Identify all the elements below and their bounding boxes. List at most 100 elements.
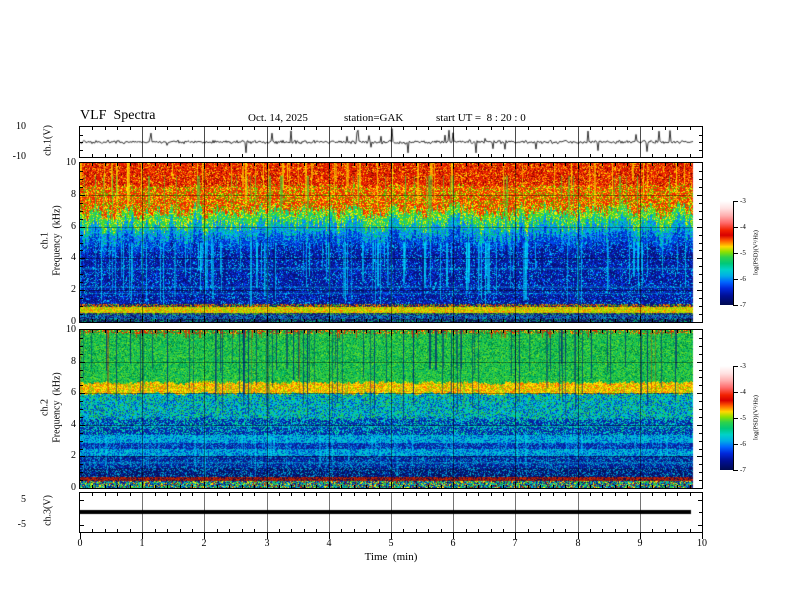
ch3-voltage-ylabel: ch.3(V)	[42, 495, 54, 526]
tick-mark	[130, 485, 131, 488]
tick-mark	[590, 154, 591, 157]
tick-mark	[733, 253, 738, 254]
tick-mark	[503, 154, 504, 157]
gridline	[391, 127, 392, 157]
tick-mark	[379, 163, 380, 166]
tick-mark	[491, 163, 492, 166]
tick-mark	[192, 485, 193, 488]
gridline	[204, 493, 205, 532]
tick-mark	[204, 482, 205, 488]
tick-mark	[640, 316, 641, 322]
tick-mark	[242, 154, 243, 157]
gridline	[267, 330, 268, 488]
station-label: station=GAK	[344, 112, 404, 124]
tick-mark	[117, 163, 118, 166]
tick-mark	[354, 493, 355, 496]
tick-mark	[503, 330, 504, 333]
tick-mark	[254, 493, 255, 496]
tick-mark	[354, 330, 355, 333]
tick-mark	[615, 319, 616, 322]
gridline	[578, 493, 579, 532]
tick-mark	[590, 485, 591, 488]
tick-mark	[291, 485, 292, 488]
tick-mark	[699, 354, 702, 355]
tick-mark	[565, 163, 566, 166]
tick-mark	[690, 485, 691, 488]
tick-mark	[503, 163, 504, 166]
tick-mark	[698, 500, 702, 501]
tick-mark	[80, 525, 84, 526]
tick-mark	[92, 319, 93, 322]
tick-mark	[627, 163, 628, 166]
tick-mark	[540, 529, 541, 532]
gridline	[80, 362, 693, 363]
tick-mark	[204, 163, 205, 169]
tick-mark	[379, 319, 380, 322]
y-tick-label: 2	[71, 450, 76, 461]
tick-mark	[428, 163, 429, 166]
tick-mark	[192, 493, 193, 496]
tick-mark	[677, 163, 678, 166]
tick-mark	[540, 319, 541, 322]
tick-mark	[192, 154, 193, 157]
tick-mark	[142, 482, 143, 488]
tick-mark	[217, 529, 218, 532]
tick-mark	[229, 127, 230, 130]
tick-mark	[80, 433, 83, 434]
tick-mark	[699, 306, 702, 307]
tick-mark	[279, 529, 280, 532]
tick-mark	[699, 187, 702, 188]
tick-mark	[204, 330, 205, 336]
tick-mark	[416, 529, 417, 532]
tick-mark	[602, 485, 603, 488]
tick-mark	[441, 529, 442, 532]
tick-mark	[217, 127, 218, 130]
page-title: VLF Spectra	[80, 108, 156, 123]
tick-mark	[379, 330, 380, 333]
tick-mark	[615, 485, 616, 488]
tick-mark	[652, 493, 653, 496]
gridline	[391, 330, 392, 488]
gridline	[142, 493, 143, 532]
y-tick-label: 4	[71, 252, 76, 263]
tick-mark	[453, 482, 454, 488]
tick-mark	[733, 470, 738, 471]
tick-mark	[665, 493, 666, 496]
tick-mark	[229, 485, 230, 488]
x-tick-label: 7	[512, 538, 518, 549]
tick-mark	[697, 195, 702, 196]
tick-mark	[677, 319, 678, 322]
tick-mark	[117, 154, 118, 157]
x-tick-label: 1	[139, 538, 145, 549]
x-tick-label: 4	[326, 538, 332, 549]
tick-mark	[391, 330, 392, 336]
tick-mark	[403, 127, 404, 130]
tick-mark	[379, 529, 380, 532]
tick-mark	[279, 319, 280, 322]
y-tick-label: 2	[71, 284, 76, 295]
tick-mark	[291, 319, 292, 322]
tick-mark	[565, 485, 566, 488]
tick-mark	[341, 127, 342, 130]
colorbar-ch1	[720, 201, 733, 305]
tick-mark	[428, 529, 429, 532]
tick-mark	[441, 485, 442, 488]
spec1-channel-label: ch.1	[39, 232, 51, 249]
gridline	[204, 127, 205, 157]
gridline	[80, 227, 693, 228]
tick-mark	[665, 154, 666, 157]
tick-mark	[699, 243, 702, 244]
tick-mark	[105, 493, 106, 496]
tick-mark	[155, 127, 156, 130]
gridline	[80, 425, 693, 426]
tick-mark	[565, 529, 566, 532]
tick-mark	[80, 314, 83, 315]
tick-mark	[105, 163, 106, 166]
x-tick-label: 3	[264, 538, 270, 549]
y-tick-label: 8	[71, 189, 76, 200]
tick-mark	[192, 529, 193, 532]
tick-mark	[553, 485, 554, 488]
gridline	[453, 330, 454, 488]
tick-mark	[142, 532, 143, 539]
tick-mark	[615, 127, 616, 130]
